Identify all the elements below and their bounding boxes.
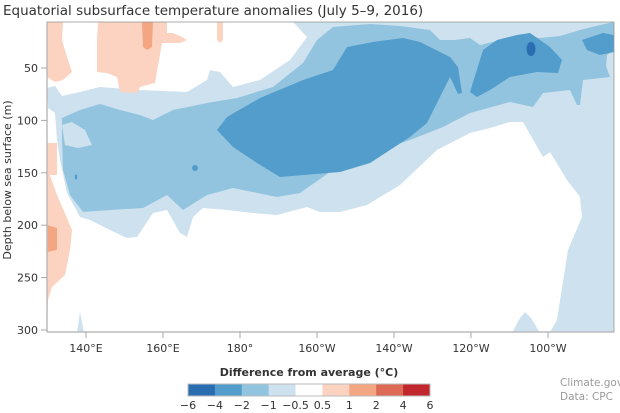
y-axis-ticks: 50 100 150 200 250 300 bbox=[17, 62, 47, 337]
colorbar-swatch bbox=[295, 384, 323, 396]
x-tick-label: 160°E bbox=[146, 342, 179, 355]
colorbar-swatch bbox=[403, 384, 431, 396]
colorbar-tick-label: −4 bbox=[207, 399, 223, 412]
colorbar-frame bbox=[187, 383, 431, 397]
region-cool-0-5-west-sliver bbox=[77, 312, 84, 332]
x-axis-ticks: 140°E 160°E 180° 160°W 140°W 120°W 100°W bbox=[69, 332, 567, 355]
colorbar-tick-label: −6 bbox=[180, 399, 196, 412]
region-warm-0-5-west-strip bbox=[47, 143, 57, 175]
y-tick-label: 200 bbox=[17, 219, 38, 232]
x-tick-label: 160°W bbox=[298, 342, 335, 355]
colorbar-swatch bbox=[322, 384, 350, 396]
region-cool-2-dot bbox=[192, 165, 198, 171]
colorbar-tick-label: −0.5 bbox=[282, 399, 309, 412]
y-axis-label: Depth below sea surface (m) bbox=[1, 100, 14, 259]
credit-data-source: Data: CPC bbox=[560, 391, 613, 403]
region-warm-1-central bbox=[142, 22, 153, 50]
region-cool-0-5-bump bbox=[512, 312, 540, 332]
region-cool-0-5-notch bbox=[62, 122, 92, 148]
y-tick-label: 50 bbox=[24, 62, 38, 75]
colorbar-tick-label: 0.5 bbox=[314, 399, 332, 412]
x-tick-label: 140°E bbox=[69, 342, 102, 355]
region-cool-2-speck bbox=[74, 174, 78, 180]
x-tick-label: 180° bbox=[227, 342, 254, 355]
x-tick-label: 120°W bbox=[452, 342, 489, 355]
colorbar-tick-label: 1 bbox=[346, 399, 353, 412]
y-tick-label: 150 bbox=[17, 167, 38, 180]
region-cool-4-core bbox=[526, 42, 536, 56]
x-tick-label: 140°W bbox=[375, 342, 412, 355]
colorbar-legend: Difference from average (°C) −6 −4 −2 −1 −0.… bbox=[180, 366, 434, 412]
colorbar-swatch bbox=[214, 384, 243, 396]
colorbar-swatch bbox=[241, 384, 269, 396]
y-tick-label: 100 bbox=[17, 114, 38, 127]
colorbar-tick-label: 2 bbox=[373, 399, 380, 412]
plot-area bbox=[47, 22, 614, 332]
region-warm-0-5-small bbox=[217, 22, 223, 43]
y-tick-label: 300 bbox=[17, 324, 38, 337]
x-tick-label: 100°W bbox=[529, 342, 566, 355]
colorbar-tick-label: 4 bbox=[400, 399, 407, 412]
colorbar-swatch bbox=[268, 384, 296, 396]
region-warm-1-west-deep bbox=[47, 225, 57, 252]
region-cool-2-far-east bbox=[582, 33, 614, 55]
y-tick-label: 250 bbox=[17, 272, 38, 285]
region-warm-0-5-west-surface bbox=[47, 22, 72, 82]
colorbar-tick-label: −2 bbox=[234, 399, 250, 412]
colorbar-tick-label: −1 bbox=[261, 399, 277, 412]
region-warm-0-5-central-surface bbox=[97, 22, 187, 93]
region-warm-0-5-west-deep bbox=[47, 167, 72, 330]
colorbar-tick-label: 6 bbox=[427, 399, 434, 412]
legend-title: Difference from average (°C) bbox=[220, 366, 399, 379]
region-cool-2-east bbox=[470, 33, 562, 97]
region-cool-2-central bbox=[217, 38, 462, 177]
colorbar-swatch bbox=[349, 384, 377, 396]
chart-title: Equatorial subsurface temperature anomal… bbox=[3, 3, 423, 19]
credit-source-site: Climate.gov bbox=[560, 377, 620, 389]
colorbar-swatch bbox=[376, 384, 404, 396]
colorbar-swatch bbox=[188, 384, 216, 396]
